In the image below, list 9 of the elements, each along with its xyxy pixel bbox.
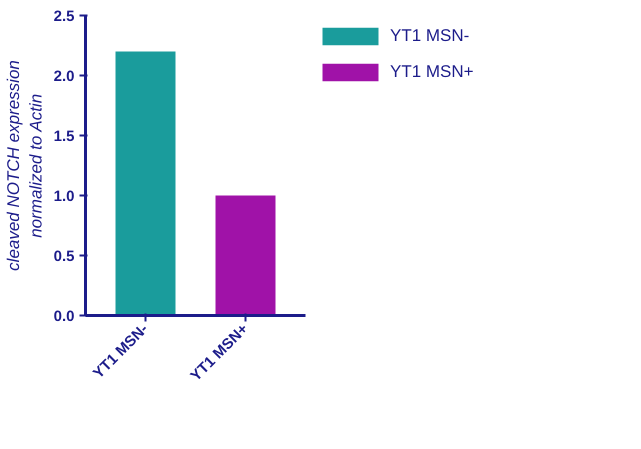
legend-label: YT1 MSN- [390, 26, 470, 46]
y-tick-label: 0.0 [54, 308, 75, 325]
y-axis-title: cleaved NOTCH expression normalized to Actin [4, 60, 46, 271]
y-tick-label: 2.5 [54, 8, 75, 25]
y-tick-label: 1.5 [54, 128, 75, 145]
y-tick-label: 0.5 [54, 248, 75, 265]
legend-label: YT1 MSN+ [390, 62, 474, 82]
y-tick-label: 1.0 [54, 188, 75, 205]
y-tick-label: 2.0 [54, 68, 75, 85]
